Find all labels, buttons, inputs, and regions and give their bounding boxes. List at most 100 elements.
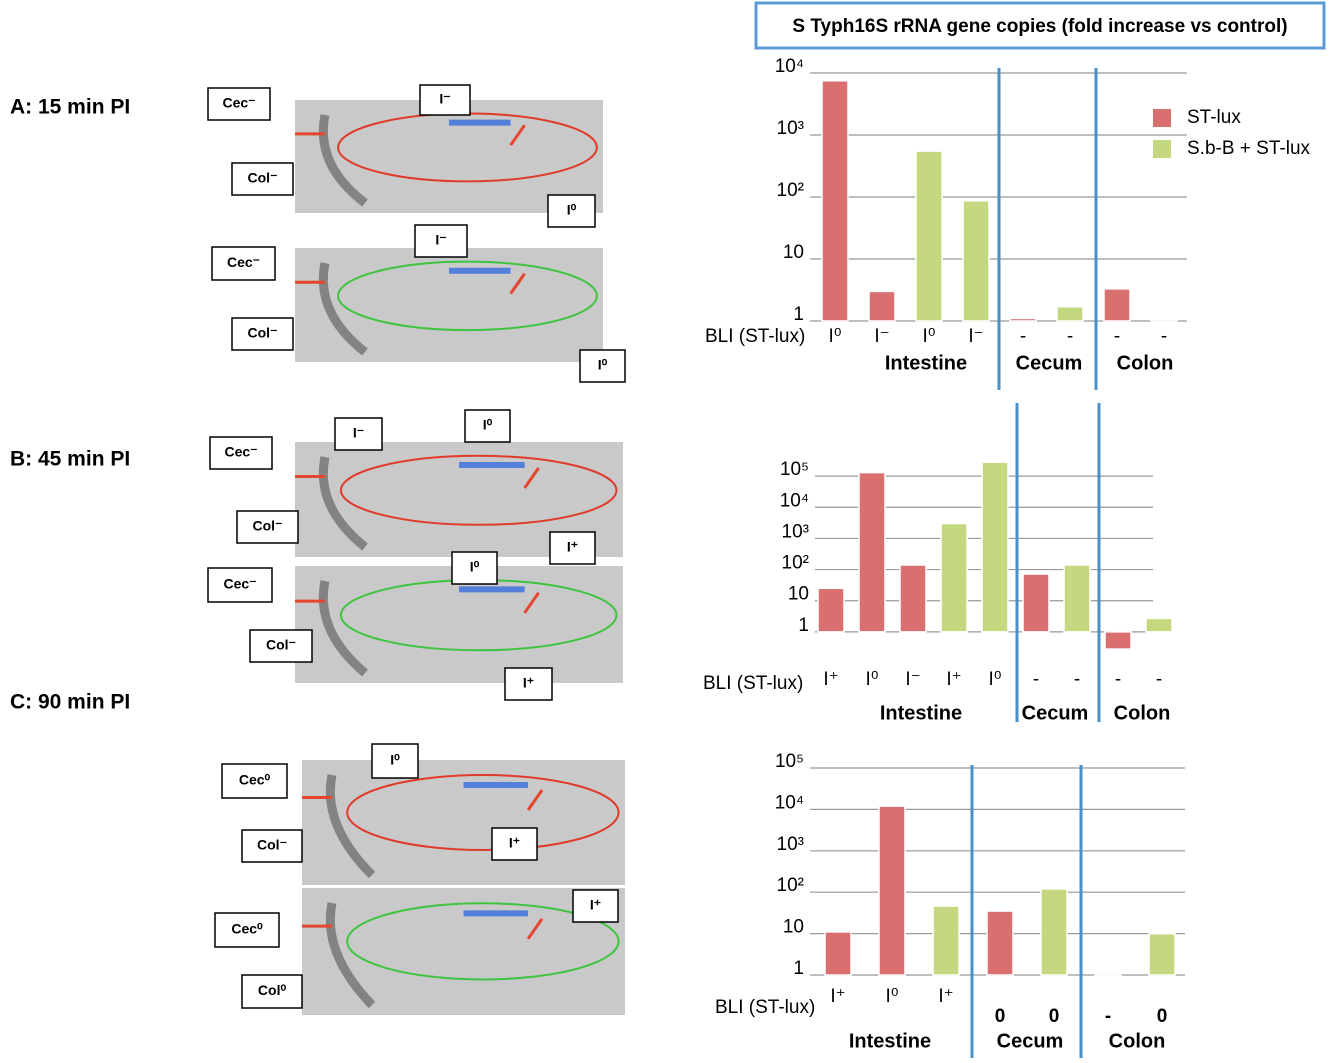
bar bbox=[1146, 618, 1172, 631]
bar bbox=[1104, 289, 1130, 321]
bar bbox=[900, 565, 926, 632]
image-label: I⁺ bbox=[523, 675, 534, 691]
category-label: I⁰ bbox=[923, 326, 936, 347]
category-label: 0 bbox=[1049, 1006, 1060, 1027]
y-tick-label: 1 bbox=[793, 304, 804, 325]
bar bbox=[818, 588, 844, 632]
category-label: I⁺ bbox=[938, 986, 953, 1007]
y-tick-label: 1 bbox=[798, 615, 809, 636]
bar bbox=[1057, 307, 1083, 321]
panel-label: A: 15 min PI bbox=[10, 96, 130, 119]
bar bbox=[1064, 565, 1090, 632]
legend-label: ST-lux bbox=[1187, 107, 1241, 128]
y-tick-label: 10 bbox=[788, 584, 809, 605]
category-label: I⁰ bbox=[989, 669, 1002, 690]
bar bbox=[987, 911, 1013, 975]
category-label: - bbox=[1114, 326, 1120, 347]
x-axis-label: BLI (ST-lux) bbox=[703, 673, 803, 694]
group-label: Intestine bbox=[880, 702, 962, 724]
image-label: Cec⁰ bbox=[231, 921, 263, 937]
image-label: Cec⁻ bbox=[222, 95, 255, 111]
category-label: - bbox=[1161, 326, 1167, 347]
image-label: I⁰ bbox=[598, 357, 608, 373]
image-label: I⁻ bbox=[439, 91, 450, 107]
y-tick-label: 10⁴ bbox=[780, 490, 809, 511]
y-tick-label: 10² bbox=[777, 875, 804, 896]
image-label: Col⁻ bbox=[248, 325, 278, 341]
image-label: I⁺ bbox=[509, 835, 520, 851]
category-label: I⁻ bbox=[968, 326, 983, 347]
legend-label: S.b-B + ST-lux bbox=[1187, 138, 1311, 159]
group-label: Cecum bbox=[997, 1030, 1064, 1052]
category-label: I⁰ bbox=[866, 669, 879, 690]
group-label: Intestine bbox=[885, 352, 967, 374]
bar bbox=[1149, 934, 1175, 975]
bar bbox=[963, 201, 989, 321]
bar bbox=[869, 291, 895, 321]
image-label: I⁰ bbox=[470, 559, 480, 575]
image-label: Col⁰ bbox=[258, 982, 287, 998]
image-label: I⁺ bbox=[590, 897, 601, 913]
image-label: I⁺ bbox=[567, 539, 578, 555]
x-axis-label: BLI (ST-lux) bbox=[715, 997, 815, 1018]
y-tick-label: 10⁵ bbox=[780, 459, 809, 480]
bar bbox=[879, 806, 905, 975]
category-label: - bbox=[1020, 326, 1026, 347]
image-label: Cec⁻ bbox=[223, 576, 256, 592]
bar bbox=[825, 932, 851, 975]
y-tick-label: 10³ bbox=[777, 118, 804, 139]
y-tick-label: 10³ bbox=[777, 834, 804, 855]
bar bbox=[1105, 632, 1131, 649]
y-tick-label: 10⁴ bbox=[775, 792, 804, 813]
image-label: Cec⁻ bbox=[224, 444, 257, 460]
group-label: Cecum bbox=[1016, 352, 1083, 374]
figure: S Typh16S rRNA gene copies (fold increas… bbox=[0, 0, 1333, 1058]
figure-title: S Typh16S rRNA gene copies (fold increas… bbox=[792, 16, 1287, 37]
legend-swatch bbox=[1153, 109, 1171, 127]
group-label: Intestine bbox=[849, 1030, 931, 1052]
image-label: Col⁻ bbox=[266, 637, 296, 653]
image-label: I⁰ bbox=[483, 417, 493, 433]
y-tick-label: 10² bbox=[777, 180, 804, 201]
bar bbox=[1151, 321, 1177, 322]
bar bbox=[1041, 889, 1067, 975]
group-label: Colon bbox=[1114, 702, 1171, 724]
bar bbox=[941, 524, 967, 632]
category-label: I⁻ bbox=[905, 669, 920, 690]
bar bbox=[859, 473, 885, 632]
category-label: - bbox=[1156, 669, 1162, 690]
category-label: - bbox=[1074, 669, 1080, 690]
image-label: Cec⁰ bbox=[239, 772, 271, 788]
y-tick-label: 1 bbox=[793, 958, 804, 979]
bar bbox=[933, 906, 959, 975]
y-tick-label: 10³ bbox=[782, 521, 809, 542]
image-label: I⁻ bbox=[435, 232, 446, 248]
y-tick-label: 10² bbox=[782, 553, 809, 574]
image-label: Col⁻ bbox=[248, 170, 278, 186]
image-label: Cec⁻ bbox=[227, 254, 260, 270]
y-tick-label: 10⁴ bbox=[775, 56, 804, 77]
bar bbox=[916, 151, 942, 321]
category-label: I⁰ bbox=[886, 986, 899, 1007]
category-label: - bbox=[1115, 669, 1121, 690]
x-axis-label: BLI (ST-lux) bbox=[705, 326, 805, 347]
category-label: I⁺ bbox=[830, 986, 845, 1007]
group-label: Colon bbox=[1109, 1030, 1166, 1052]
category-label: - bbox=[1067, 326, 1073, 347]
bar bbox=[1095, 975, 1121, 976]
image-label: Col⁻ bbox=[253, 518, 283, 534]
bar bbox=[822, 81, 848, 321]
category-label: 0 bbox=[995, 1006, 1006, 1027]
category-label: - bbox=[1033, 669, 1039, 690]
category-label: I⁰ bbox=[829, 326, 842, 347]
category-label: - bbox=[1105, 1006, 1111, 1027]
group-label: Cecum bbox=[1022, 702, 1089, 724]
y-tick-label: 10 bbox=[783, 242, 804, 263]
y-tick-label: 10 bbox=[783, 917, 804, 938]
bar bbox=[982, 462, 1008, 632]
image-label: Col⁻ bbox=[257, 837, 287, 853]
group-label: Colon bbox=[1117, 352, 1174, 374]
y-tick-label: 10⁵ bbox=[775, 751, 804, 772]
category-label: I⁻ bbox=[874, 326, 889, 347]
panel-label: B: 45 min PI bbox=[10, 448, 130, 471]
